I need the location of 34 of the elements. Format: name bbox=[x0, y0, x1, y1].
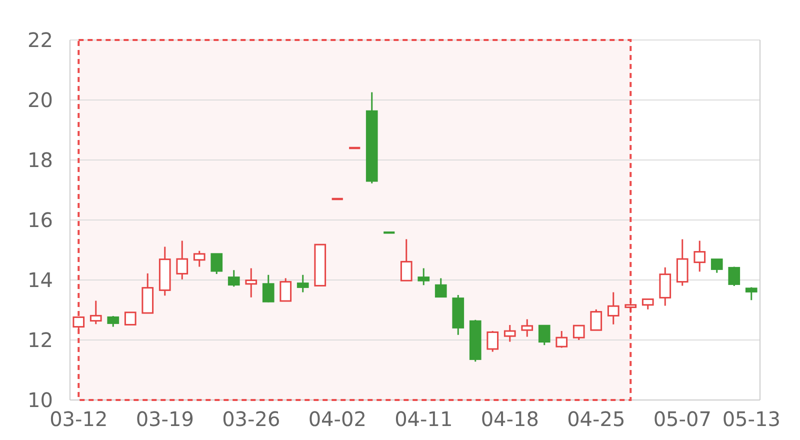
x-tick-label: 04-18 bbox=[480, 407, 539, 431]
x-tick-label: 04-11 bbox=[394, 407, 453, 431]
candlestick bbox=[142, 272, 154, 314]
candlestick bbox=[90, 300, 102, 325]
candlestick bbox=[262, 274, 274, 302]
x-tick-label: 04-25 bbox=[567, 407, 626, 431]
candlestick bbox=[607, 292, 620, 326]
x-tick-label: 03-19 bbox=[136, 407, 194, 431]
y-tick-label: 22 bbox=[28, 28, 53, 52]
candlestick bbox=[521, 318, 534, 338]
candlestick bbox=[745, 286, 758, 301]
candlestick bbox=[452, 294, 464, 336]
y-tick-label: 20 bbox=[28, 88, 53, 112]
x-tick-label: 05-13 bbox=[722, 407, 780, 431]
candlestick bbox=[418, 268, 430, 286]
x-tick-label: 05-07 bbox=[653, 407, 712, 431]
candlestick bbox=[176, 240, 188, 280]
candlestick bbox=[504, 324, 516, 343]
candlestick bbox=[400, 238, 412, 282]
candlestick bbox=[694, 240, 706, 272]
x-tick-label: 04-02 bbox=[308, 407, 366, 431]
candlestick bbox=[193, 250, 206, 268]
candlestick bbox=[366, 91, 378, 184]
y-tick-label: 12 bbox=[28, 328, 53, 352]
y-tick-label: 16 bbox=[28, 208, 53, 232]
candlestick bbox=[659, 266, 672, 307]
x-tick-label: 03-26 bbox=[222, 407, 280, 431]
candlestick bbox=[158, 246, 171, 296]
y-tick-label: 18 bbox=[28, 148, 53, 172]
y-tick-label: 14 bbox=[28, 268, 53, 292]
candlestick bbox=[296, 274, 309, 294]
candlestick bbox=[245, 268, 258, 298]
candlestick bbox=[676, 238, 688, 286]
candlestick bbox=[228, 269, 240, 288]
